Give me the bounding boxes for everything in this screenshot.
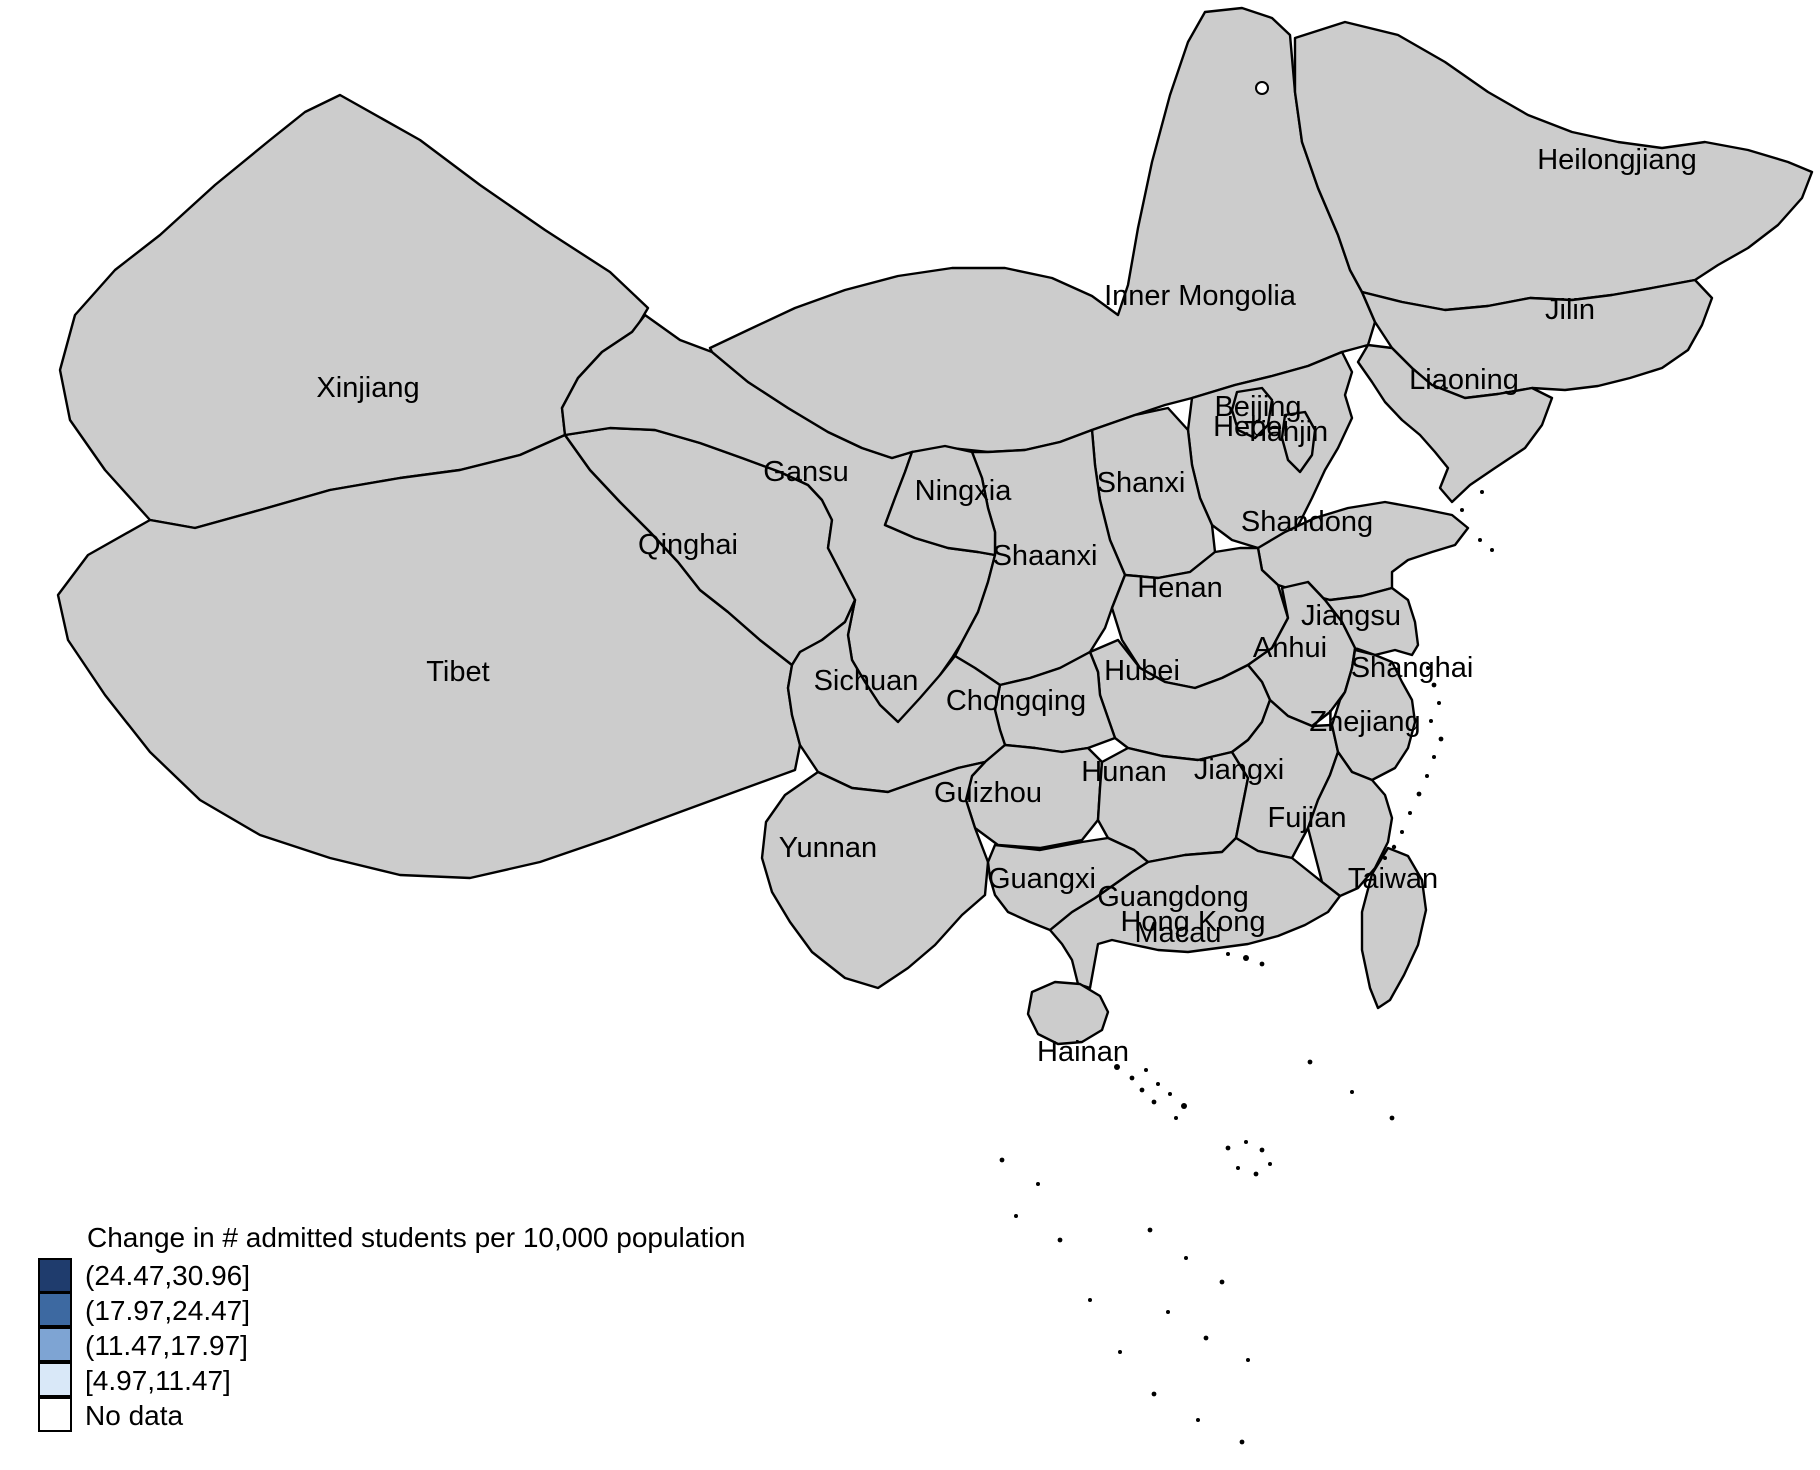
legend-item: No data xyxy=(38,1397,745,1433)
label-xinjiang: Xinjiang xyxy=(316,372,419,404)
label-guangdong: Guangdong xyxy=(1097,881,1249,913)
label-shaanxi: Shaanxi xyxy=(993,540,1098,572)
label-anhui: Anhui xyxy=(1253,632,1327,664)
province-anhui xyxy=(1246,580,1357,728)
province-labels: Xinjiang Tibet Qinghai Gansu Inner Mongolia H… xyxy=(316,144,1696,1068)
legend-label-1: (24.47,30.96] xyxy=(85,1259,251,1291)
province-zhejiang xyxy=(1330,648,1417,782)
province-sichuan xyxy=(786,598,1007,794)
lake-hulun xyxy=(1255,81,1269,95)
legend-title: Change in # admitted students per 10,000… xyxy=(87,1222,746,1253)
label-shandong: Shandong xyxy=(1241,506,1373,538)
province-hainan xyxy=(1026,980,1110,1046)
province-liaoning xyxy=(1356,343,1554,504)
province-fujian xyxy=(1306,750,1394,898)
label-zhejiang: Zhejiang xyxy=(1309,706,1420,738)
provinces xyxy=(56,6,1814,1046)
legend-label-4: [4.97,11.47] xyxy=(85,1364,231,1396)
label-shanxi: Shanxi xyxy=(1097,467,1186,499)
legend-label-5: No data xyxy=(85,1399,184,1431)
province-yunnan xyxy=(760,760,990,990)
label-hebei: Hebei xyxy=(1213,411,1289,443)
label-beijing: Beijing xyxy=(1214,391,1301,423)
legend-swatch-5 xyxy=(38,1397,72,1432)
label-jiangsu: Jiangsu xyxy=(1301,600,1401,632)
label-hunan: Hunan xyxy=(1081,756,1166,788)
label-fujian: Fujian xyxy=(1268,802,1347,834)
label-henan: Henan xyxy=(1137,572,1222,604)
label-guangxi: Guangxi xyxy=(988,863,1096,895)
legend-label-3: (11.47,17.97] xyxy=(85,1329,248,1361)
legend-swatch-4 xyxy=(38,1362,72,1397)
label-inner-mongolia: Inner Mongolia xyxy=(1104,280,1297,312)
label-yunnan: Yunnan xyxy=(779,832,877,864)
label-jiangxi: Jiangxi xyxy=(1194,754,1284,786)
label-guizhou: Guizhou xyxy=(934,777,1042,809)
legend-swatch-3 xyxy=(38,1327,72,1362)
label-macau: Macau xyxy=(1134,917,1221,949)
legend-item: (24.47,30.96] xyxy=(38,1258,745,1293)
label-qinghai: Qinghai xyxy=(638,529,738,561)
label-heilongjiang: Heilongjiang xyxy=(1537,144,1697,176)
province-taiwan xyxy=(1360,846,1428,1010)
legend-swatch-2 xyxy=(38,1292,72,1327)
label-liaoning: Liaoning xyxy=(1409,364,1519,396)
legend-item: (11.47,17.97] xyxy=(38,1327,745,1363)
label-gansu: Gansu xyxy=(763,456,848,488)
label-tianjin: Tianjin xyxy=(1244,416,1328,448)
label-sichuan: Sichuan xyxy=(814,665,919,697)
label-shanghai: Shanghai xyxy=(1351,652,1474,684)
label-ningxia: Ningxia xyxy=(915,475,1013,507)
legend: Change in # admitted students per 10,000… xyxy=(38,1222,745,1433)
label-jilin: Jilin xyxy=(1545,294,1595,326)
province-beijing xyxy=(1230,386,1274,440)
label-hubei: Hubei xyxy=(1104,655,1180,687)
label-hong-kong: Hong Kong xyxy=(1120,906,1265,938)
province-guangxi xyxy=(986,836,1150,932)
legend-item: (17.97,24.47] xyxy=(38,1292,745,1328)
province-heilongjiang xyxy=(1293,20,1814,312)
label-chongqing: Chongqing xyxy=(946,685,1086,717)
province-tianjin xyxy=(1280,410,1317,474)
island-dots xyxy=(999,490,1494,1445)
legend-item: [4.97,11.47] xyxy=(38,1362,745,1398)
legend-swatch-1 xyxy=(38,1258,72,1293)
label-hainan: Hainan xyxy=(1037,1036,1129,1068)
label-tibet: Tibet xyxy=(426,656,489,688)
province-ningxia xyxy=(883,444,997,557)
label-taiwan: Taiwan xyxy=(1348,863,1438,895)
legend-label-2: (17.97,24.47] xyxy=(85,1294,251,1326)
